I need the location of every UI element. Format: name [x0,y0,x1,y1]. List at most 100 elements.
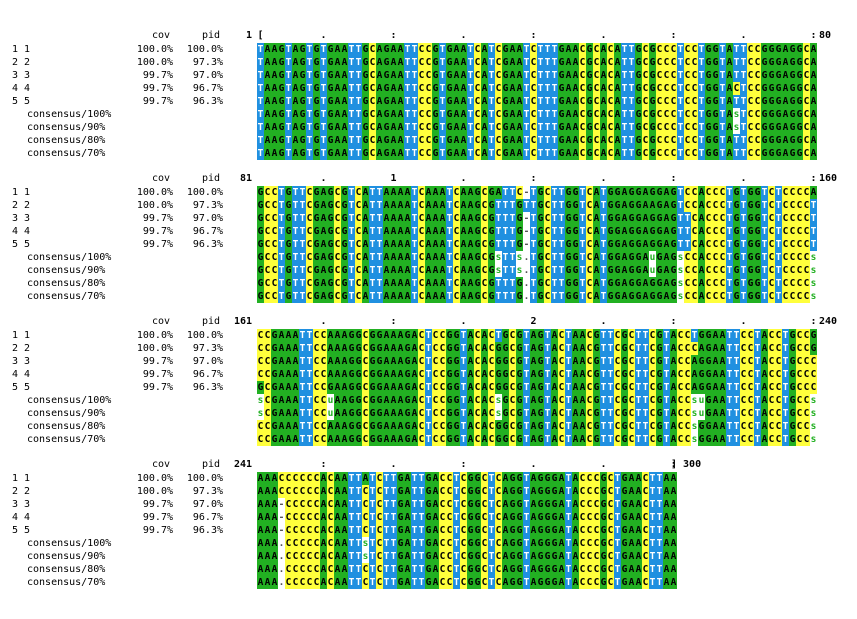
identity-value: 96.7% [192,369,223,380]
coverage-value: 99.7% [142,369,173,380]
position-ruler: . 1 . : . : . : [320,173,817,184]
row-label: 3 3 [12,356,31,367]
coverage-value: 100.0% [136,57,173,68]
coverage-value: 100.0% [136,200,173,211]
block-start-number: 1 [245,30,252,41]
row-label: consensus/100% [27,109,112,120]
sequence-residues: GCCTGTTCGAGCGTCATTAAAATCAAATCAAGCGATTC-T… [257,186,817,199]
sequence-residues: AAACCCCCCACAATTCTCTTGATTGACCTCGGCTCAGGTA… [257,485,677,498]
alignment-block: cov pid 81 . 1 . : . : . :160 1 1 100.0% 100.… [0,173,857,313]
row-label: consensus/80% [27,135,106,146]
row-label: consensus/90% [27,408,106,419]
consensus-row: consensus/90% TAAGTAGTGTGAATTGCAGAATTCCGT… [0,121,857,134]
sequence-row: 4 4 99.7% 96.7% AAA-CCCCCACAATTCTCTTGATTGAC… [0,511,857,524]
coverage-value: 99.7% [142,83,173,94]
sequence-residues: CCGAAATTCCAAAGGCGGAAAGACTCCGGTACACGGCGTA… [257,355,817,368]
sequence-row: 3 3 99.7% 97.0% CCGAAATTCCAAAGGCGGAAAGACTCC… [0,355,857,368]
consensus-row: consensus/100% TAAGTAGTGTGAATTGCAGAATTCCG… [0,108,857,121]
alignment-block: cov pid 241 : . : . . :] 300 1 1 100.0% 100.0… [0,459,857,599]
consensus-row: consensus/70% AAA.CCCCCACAATTCTCTTGATTGAC… [0,576,857,589]
cov-header: cov [152,316,171,327]
sequence-residues: TAAGTAGTGTGAATTGCAGAATTCCGTGAATCATCGAATC… [257,82,817,95]
sequence-row: 4 4 99.7% 96.7% TAAGTAGTGTGAATTGCAGAATTCCGT… [0,82,857,95]
row-label: consensus/70% [27,291,106,302]
sequence-row: 3 3 99.7% 97.0% GCCTGTTCGAGCGTCATTAAAATCAAA… [0,212,857,225]
sequence-residues: TAAGTAGTGTGAATTGCAGAATTCCGTGAATCATCGAATC… [257,56,817,69]
consensus-row: consensus/70% GCCTGTTCGAGCGTCATTAAAATCAAA… [0,290,857,303]
sequence-row: 5 5 99.7% 96.3% GCCTGTTCGAGCGTCATTAAAATCAAA… [0,238,857,251]
coverage-value: 99.7% [142,239,173,250]
coverage-value: 99.7% [142,499,173,510]
row-label: 3 3 [12,213,31,224]
row-label: 2 2 [12,57,31,68]
sequence-residues: TAAGTAGTGTGAATTGCAGAATTCCGTGAATCATCGAATC… [257,69,817,82]
row-label: 4 4 [12,369,31,380]
row-label: consensus/100% [27,395,112,406]
sequence-residues: GCCTGTTCGAGCGTCATTAAAATCAAATCAAGCGTTTG-T… [257,212,817,225]
sequence-row: 1 1 100.0% 100.0% AAACCCCCCACAATTATCTTGATTG… [0,472,857,485]
identity-value: 96.3% [192,96,223,107]
block-start-number: 161 [233,316,252,327]
row-label: 1 1 [12,330,31,341]
identity-value: 96.3% [192,382,223,393]
sequence-residues: AAA.CCCCCACAATTsTCTTGATTGACCTCGGCTCAGGTA… [257,537,677,550]
row-label: 3 3 [12,70,31,81]
identity-value: 100.0% [186,44,223,55]
consensus-row: consensus/70% CCGAAATTCCAAAGGCGGAAAGACTCC… [0,433,857,446]
row-label: consensus/80% [27,564,106,575]
row-label: 5 5 [12,96,31,107]
sequence-residues: GCCTGTTCGAGCGTCATTAAAATCAAATCAAGCGTTTG-T… [257,238,817,251]
sequence-residues: sCGAAATTCCuAAGGCGGAAAGACTCCGGTACACsGCGTA… [257,394,817,407]
coverage-value: 99.7% [142,96,173,107]
coverage-value: 99.7% [142,356,173,367]
identity-value: 97.0% [192,356,223,367]
identity-value: 100.0% [186,473,223,484]
cov-header: cov [152,459,171,470]
sequence-residues: sCGAAATTCCuAAGGCGGAAAGACTCCGGTACACsGCGTA… [257,407,817,420]
coverage-value: 100.0% [136,486,173,497]
identity-value: 97.0% [192,213,223,224]
identity-value: 97.3% [192,486,223,497]
row-label: consensus/70% [27,148,106,159]
coverage-value: 99.7% [142,525,173,536]
row-label: 5 5 [12,382,31,393]
sequence-row: 5 5 99.7% 96.3% AAA-CCCCCACAATTCTCTTGATTGAC… [0,524,857,537]
coverage-value: 99.7% [142,213,173,224]
coverage-value: 100.0% [136,473,173,484]
alignment-block: cov pid 1 [ . : . : . : . :80 1 1 100.0% 100.0… [0,30,857,170]
identity-value: 100.0% [186,187,223,198]
sequence-residues: AAA-CCCCCACAATTCTCTTGATTGACCTCGGCTCAGGTA… [257,524,677,537]
sequence-residues: AAACCCCCCACAATTATCTTGATTGACCTCGGCTCAGGTA… [257,472,677,485]
pid-header: pid [202,316,221,327]
coverage-value: 99.7% [142,70,173,81]
sequence-row: 3 3 99.7% 97.0% AAA-CCCCCACAATTCTCTTGATTGAC… [0,498,857,511]
sequence-row: 1 1 100.0% 100.0% TAAGTAGTGTGAATTGCAGAATTCC… [0,43,857,56]
row-label: consensus/100% [27,252,112,263]
row-label: consensus/100% [27,538,112,549]
sequence-residues: GCGAAATTCCGAAGGCGGAAAGACTCCGGTACACGGCGTA… [257,381,817,394]
row-label: consensus/90% [27,122,106,133]
alignment-block: cov pid 161 . : . 2 . : . :240 1 1 100.0% 100… [0,316,857,456]
row-label: 5 5 [12,525,31,536]
coverage-value: 99.7% [142,226,173,237]
sequence-residues: CCGAAATTCCAAAGGCGGAAAGACTCCGGTACACGGCGTA… [257,420,817,433]
sequence-residues: GCCTGTTCGAGCGTCATTAAAATCAAATCAAGCGTTTG.T… [257,277,817,290]
row-label: 4 4 [12,83,31,94]
coverage-value: 100.0% [136,330,173,341]
sequence-row: 5 5 99.7% 96.3% GCGAAATTCCGAAGGCGGAAAGACTCC… [0,381,857,394]
sequence-row: 5 5 99.7% 96.3% TAAGTAGTGTGAATTGCAGAATTCCGT… [0,95,857,108]
row-label: consensus/80% [27,421,106,432]
identity-value: 96.3% [192,239,223,250]
sequence-residues: GCCTGTTCGAGCGTCATTAAAATCAAATCAAGCGTTTG.T… [257,290,817,303]
sequence-residues: CCGAAATTCCAAAGGCGGAAAGACTCCGGTACACGGCGTA… [257,368,817,381]
sequence-residues: TAAGTAGTGTGAATTGCAGAATTCCGTGAATCATCGAATC… [257,147,817,160]
row-label: 3 3 [12,499,31,510]
cov-header: cov [152,30,171,41]
pid-header: pid [202,173,221,184]
sequence-residues: AAA.CCCCCACAATTCTCTTGATTGACCTCGGCTCAGGTA… [257,563,677,576]
sequence-residues: GCCTGTTCGAGCGTCATTAAAATCAAATCAAGCGTTTG-T… [257,225,817,238]
sequence-residues: AAA.CCCCCACAATTCTCTTGATTGACCTCGGCTCAGGTA… [257,576,677,589]
block-start-number: 81 [239,173,252,184]
identity-value: 100.0% [186,330,223,341]
coverage-value: 100.0% [136,187,173,198]
